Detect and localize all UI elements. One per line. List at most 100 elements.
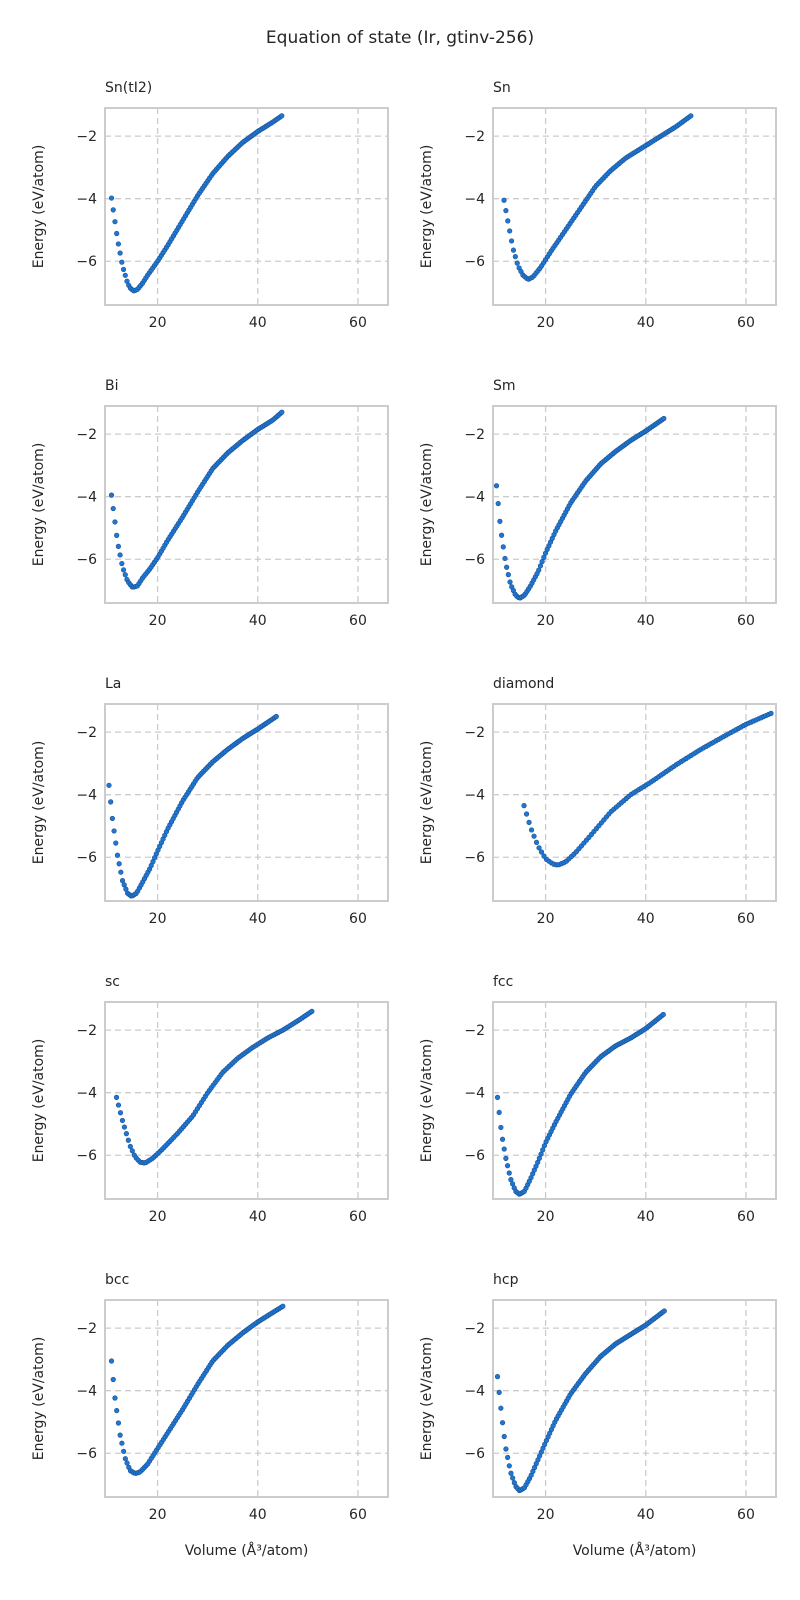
y-tick-label: −4: [464, 490, 485, 506]
data-point: [121, 1124, 128, 1130]
data-point: [510, 247, 517, 253]
axes-frame: [104, 405, 389, 604]
data-point: [111, 828, 117, 834]
x-tick-label: 60: [349, 613, 367, 629]
y-axis-label: Energy (eV/atom): [31, 1039, 47, 1163]
data-point: [108, 492, 115, 498]
data-point: [124, 1460, 130, 1466]
x-tick-label: 40: [249, 315, 267, 331]
data-point: [112, 1395, 118, 1401]
y-axis-label: Energy (eV/atom): [419, 443, 435, 567]
y-tick-label: −2: [464, 725, 485, 741]
data-point: [661, 1308, 667, 1314]
data-point: [501, 1433, 507, 1440]
data-point: [539, 559, 545, 565]
data-point: [122, 1456, 128, 1462]
subplot-0: 20 40 60 −2 −4 −6 Sn(tI2) Energy (eV/atom): [31, 80, 389, 331]
data-series: [501, 113, 694, 282]
subplot-title: bcc: [105, 1272, 129, 1288]
x-tick-label: 40: [249, 613, 267, 629]
data-point: [115, 543, 121, 549]
x-tick-label: 20: [537, 911, 555, 927]
axes-frame: [492, 405, 777, 604]
data-point: [496, 1109, 502, 1116]
data-point: [538, 849, 545, 855]
data-point: [501, 1146, 507, 1152]
data-point: [505, 1454, 511, 1461]
data-series: [521, 710, 774, 868]
data-point: [537, 563, 544, 569]
data-point: [129, 1148, 135, 1154]
axes-frame: [492, 703, 777, 902]
data-point: [115, 241, 121, 247]
y-tick-label: −6: [464, 850, 485, 866]
y-tick-label: −2: [76, 129, 97, 145]
y-tick-label: −6: [76, 1148, 97, 1164]
axes-frame: [104, 1001, 389, 1200]
data-point: [119, 259, 125, 265]
y-axis-label: Energy (eV/atom): [31, 1337, 47, 1461]
subplot-2: 20 40 60 −2 −4 −6 Bi Energy (eV/atom): [31, 378, 389, 629]
data-point: [123, 1131, 129, 1137]
y-tick-label: −6: [76, 850, 97, 866]
data-point: [122, 572, 128, 578]
data-point: [108, 799, 114, 805]
subplot-title: sc: [105, 974, 120, 990]
y-axis-label: Energy (eV/atom): [419, 145, 435, 269]
y-tick-label: −2: [464, 129, 485, 145]
data-point: [508, 1470, 514, 1476]
y-axis-label: Energy (eV/atom): [419, 1337, 435, 1461]
data-point: [279, 409, 285, 415]
y-tick-label: −4: [464, 788, 485, 804]
data-point: [106, 782, 112, 788]
data-point: [496, 1389, 502, 1395]
figure-title: Equation of state (Ir, gtinv-256): [265, 28, 535, 48]
data-series: [106, 713, 279, 899]
y-tick-label: −6: [464, 1148, 485, 1164]
data-point: [110, 207, 116, 213]
axes-frame: [104, 703, 389, 902]
x-tick-label: 20: [537, 1507, 555, 1523]
subplot-6: 20 40 60 −2 −4 −6 sc Energy (eV/atom): [31, 974, 389, 1225]
data-point: [309, 1008, 315, 1014]
x-tick-label: 40: [249, 1507, 267, 1523]
y-tick-label: −2: [76, 1321, 97, 1337]
axes-frame: [104, 107, 389, 306]
data-point: [504, 564, 510, 570]
data-point: [114, 230, 120, 237]
data-point: [514, 260, 520, 266]
x-tick-label: 40: [637, 315, 655, 331]
data-point: [122, 272, 128, 278]
data-point: [273, 713, 279, 720]
data-point: [768, 710, 774, 716]
x-tick-label: 40: [637, 1209, 655, 1225]
x-tick-label: 60: [737, 613, 755, 629]
y-tick-label: −2: [76, 427, 97, 443]
axes-frame: [104, 1299, 389, 1498]
y-tick-label: −6: [76, 1446, 97, 1462]
x-tick-label: 20: [149, 1507, 167, 1523]
y-axis-label: Energy (eV/atom): [419, 1039, 435, 1163]
data-point: [536, 567, 542, 573]
data-point: [115, 1102, 122, 1108]
y-tick-label: −2: [464, 1023, 485, 1039]
data-point: [494, 1094, 501, 1100]
data-point: [506, 1170, 512, 1176]
x-tick-label: 40: [249, 1209, 267, 1225]
y-tick-label: −4: [464, 1384, 485, 1400]
subplot-title: Sn(tI2): [105, 80, 152, 96]
x-tick-label: 20: [149, 911, 167, 927]
axes-frame: [492, 1299, 777, 1498]
data-point: [660, 1011, 666, 1018]
y-tick-label: −4: [76, 490, 97, 506]
data-point: [498, 1405, 504, 1411]
data-point: [121, 1448, 127, 1454]
data-point: [108, 1358, 115, 1364]
data-point: [119, 1440, 125, 1446]
data-point: [120, 266, 127, 273]
x-axis-label: Volume (Å³/atom): [573, 1542, 697, 1559]
data-point: [117, 552, 123, 558]
data-point: [661, 415, 667, 422]
data-point: [117, 250, 123, 256]
